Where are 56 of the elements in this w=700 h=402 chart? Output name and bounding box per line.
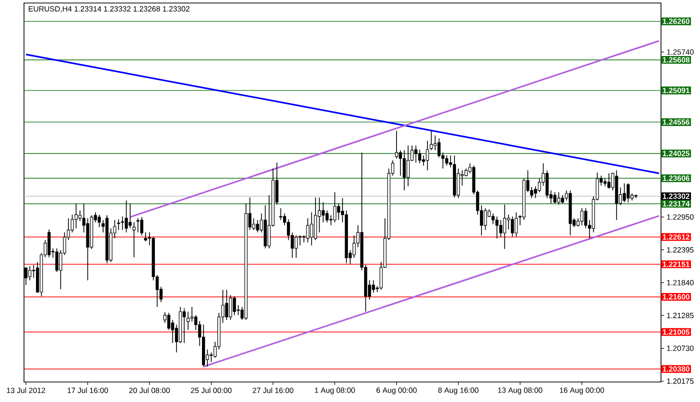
- candlestick: [322, 202, 325, 223]
- candlestick: [225, 289, 228, 320]
- candlestick: [48, 229, 51, 258]
- candlestick: [232, 296, 236, 316]
- candlestick: [74, 203, 78, 229]
- candlestick: [229, 294, 232, 320]
- candlestick: [128, 203, 132, 229]
- candlestick: [333, 192, 336, 223]
- candlestick: [495, 216, 498, 239]
- candlestick: [28, 266, 32, 281]
- candlestick: [546, 170, 549, 199]
- candlestick: [503, 204, 506, 250]
- candlestick: [256, 220, 260, 233]
- candlestick: [136, 218, 140, 233]
- candlestick: [298, 234, 302, 246]
- candlestick: [326, 210, 329, 223]
- candlestick: [456, 168, 460, 199]
- candlestick: [124, 200, 128, 233]
- candlestick: [186, 311, 190, 330]
- candlestick: [499, 220, 502, 238]
- candlestick: [395, 130, 398, 159]
- candlestick: [580, 208, 584, 226]
- candlestick: [506, 214, 510, 230]
- candlestick: [78, 210, 82, 222]
- candlestick: [55, 248, 58, 272]
- candlestick: [86, 218, 90, 281]
- candlestick: [514, 212, 518, 237]
- candlestick: [553, 192, 556, 204]
- candlestick: [414, 145, 418, 164]
- candlestick: [510, 216, 514, 237]
- candlestick: [607, 172, 610, 190]
- candlestick: [398, 150, 402, 176]
- candlestick: [534, 186, 538, 199]
- candlestick: [352, 234, 356, 258]
- candlestick: [406, 145, 410, 187]
- candlestick: [337, 203, 340, 220]
- candlestick: [190, 306, 194, 322]
- candlestick: [426, 140, 429, 171]
- candlestick: [279, 208, 282, 220]
- candlestick: [484, 208, 487, 230]
- candlestick: [437, 138, 441, 158]
- candlestick: [182, 308, 186, 344]
- candlestick: [310, 212, 314, 246]
- candlestick: [626, 182, 630, 203]
- candlestick: [132, 222, 136, 258]
- candlestick: [372, 280, 375, 294]
- candlestick: [294, 234, 298, 258]
- candlestick: [314, 197, 318, 240]
- candlestick: [557, 192, 560, 206]
- candlestick: [117, 219, 120, 230]
- candlestick: [418, 149, 422, 164]
- candlestick: [445, 155, 448, 166]
- candlestick: [492, 213, 495, 225]
- candlestick: [622, 182, 626, 203]
- candlestick: [120, 216, 124, 230]
- candlestick: [402, 150, 406, 191]
